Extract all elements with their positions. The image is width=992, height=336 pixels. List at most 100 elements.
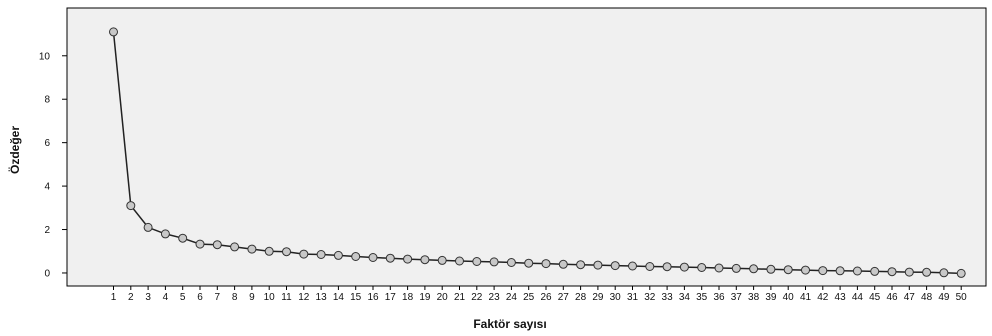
x-tick-label: 49: [938, 292, 950, 303]
data-point: [247, 244, 257, 254]
y-axis-ticks: 0 2 4 6 8 10: [39, 51, 67, 279]
data-point: [628, 261, 637, 271]
y-tick-label: 2: [44, 225, 50, 236]
data-point: [143, 222, 153, 232]
data-point: [126, 201, 136, 211]
data-point: [610, 261, 620, 271]
x-tick-label: 35: [696, 292, 708, 303]
y-tick-label: 0: [44, 268, 50, 279]
data-point: [835, 266, 845, 276]
x-tick-label: 40: [783, 292, 795, 303]
x-tick-label: 29: [592, 292, 604, 303]
y-tick-label: 4: [44, 182, 50, 193]
x-tick-label: 27: [558, 292, 570, 303]
data-point: [904, 267, 914, 277]
x-tick-label: 22: [471, 292, 483, 303]
x-tick-label: 13: [316, 292, 328, 303]
data-point: [178, 233, 188, 243]
y-tick-label: 10: [39, 51, 51, 62]
x-tick-label: 3: [145, 292, 151, 303]
data-points: [109, 27, 966, 278]
x-tick-label: 2: [128, 292, 134, 303]
x-tick-label: 16: [367, 292, 379, 303]
data-point: [472, 257, 482, 266]
x-tick-label: 23: [489, 292, 501, 303]
data-point: [403, 254, 413, 264]
data-point: [524, 258, 534, 268]
x-tick-label: 7: [215, 292, 221, 303]
data-point: [801, 265, 810, 275]
x-tick-label: 25: [523, 292, 535, 303]
plot-area: [66, 7, 987, 287]
data-point: [887, 267, 897, 277]
data-point: [282, 247, 291, 257]
x-tick-label: 14: [333, 292, 345, 303]
data-point: [437, 255, 447, 265]
x-tick-label: 1: [111, 292, 117, 303]
x-tick-label: 5: [180, 292, 186, 303]
x-tick-label: 39: [765, 292, 777, 303]
x-tick-label: 47: [904, 292, 916, 303]
x-tick-label: 37: [731, 292, 743, 303]
x-axis-ticks: 1 2 3 4 5 6 7 8 9 10 11 12 13 14 15 16 17 18 19 20 21 22 23 24 2…: [111, 286, 967, 303]
data-point: [506, 258, 516, 267]
data-point: [818, 266, 828, 276]
x-tick-label: 26: [540, 292, 552, 303]
data-point: [299, 249, 309, 259]
x-tick-label: 24: [506, 292, 518, 303]
x-tick-label: 20: [437, 292, 449, 303]
y-tick-label: 8: [44, 95, 50, 106]
x-tick-label: 28: [575, 292, 587, 303]
x-tick-label: 15: [350, 292, 362, 303]
x-tick-label: 10: [264, 292, 276, 303]
x-tick-label: 42: [817, 292, 829, 303]
data-point: [489, 257, 499, 267]
data-point: [109, 27, 118, 37]
x-tick-label: 36: [713, 292, 725, 303]
data-point: [264, 246, 274, 256]
data-point: [697, 263, 707, 272]
y-axis-title: Özdeğer: [7, 126, 22, 174]
x-tick-label: 34: [679, 292, 691, 303]
x-tick-label: 6: [197, 292, 203, 303]
x-tick-label: 33: [662, 292, 674, 303]
data-point: [662, 262, 672, 272]
data-point: [385, 253, 395, 263]
data-point: [333, 250, 343, 260]
data-point: [783, 265, 793, 275]
x-tick-label: 21: [454, 292, 466, 303]
data-point: [749, 264, 759, 274]
data-point: [316, 250, 326, 259]
x-tick-label: 9: [249, 292, 255, 303]
data-point: [593, 260, 603, 270]
x-tick-label: 43: [835, 292, 847, 303]
data-point: [195, 239, 205, 249]
data-point: [731, 263, 741, 273]
x-tick-label: 50: [956, 292, 968, 303]
x-tick-label: 31: [627, 292, 639, 303]
data-point: [351, 252, 361, 261]
x-tick-label: 11: [281, 292, 292, 303]
data-point: [160, 229, 170, 239]
data-point: [230, 242, 240, 252]
x-axis-title: Faktör sayısı: [473, 317, 546, 331]
data-point: [420, 255, 430, 265]
x-tick-label: 45: [869, 292, 881, 303]
data-point: [558, 259, 568, 269]
data-point: [766, 264, 776, 274]
x-tick-label: 17: [385, 292, 397, 303]
x-tick-label: 44: [852, 292, 864, 303]
x-tick-label: 30: [610, 292, 622, 303]
y-tick-label: 6: [44, 138, 50, 149]
data-point: [922, 267, 932, 277]
data-point: [870, 266, 880, 276]
x-tick-label: 32: [644, 292, 656, 303]
x-tick-label: 48: [921, 292, 933, 303]
data-point: [645, 262, 655, 271]
data-point: [212, 240, 222, 250]
data-point: [576, 260, 586, 270]
x-tick-label: 12: [298, 292, 310, 303]
data-point: [956, 268, 966, 278]
x-tick-label: 19: [419, 292, 431, 303]
data-point: [541, 259, 551, 269]
